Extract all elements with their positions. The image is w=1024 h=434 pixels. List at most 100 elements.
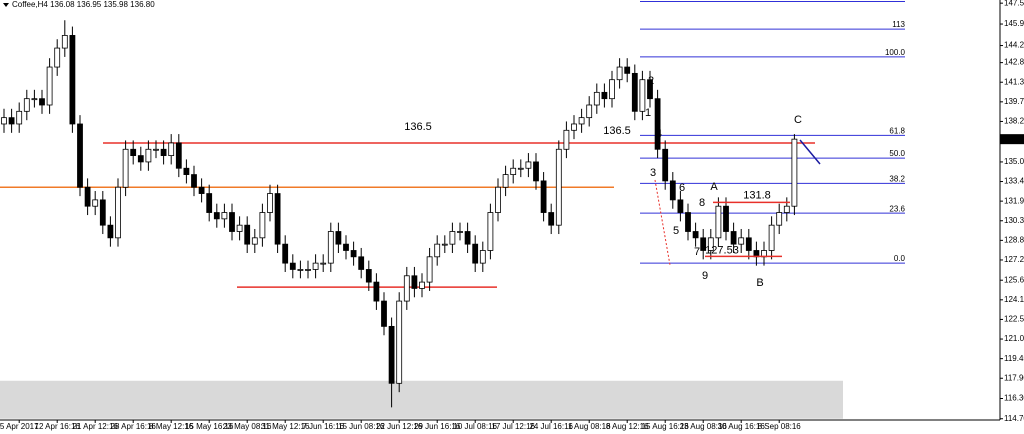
candle-body	[297, 269, 304, 271]
candle-body	[1, 117, 7, 125]
chart-title: Coffee,H4 136.08 136.95 135.98 136.80	[12, 0, 155, 9]
candle-body	[229, 212, 235, 232]
candle-body	[282, 243, 289, 264]
candle-body	[259, 212, 266, 239]
candle-body	[343, 243, 349, 251]
candle-body	[472, 243, 479, 264]
candle-body	[502, 174, 509, 188]
candle-body	[662, 148, 669, 182]
x-tick-label: 21 Apr 12:16	[73, 422, 119, 431]
x-tick-label: 30 Aug 16:16	[718, 422, 766, 431]
y-tick-label: 142.85	[1004, 58, 1024, 67]
candle-body	[168, 142, 175, 157]
candle-body	[312, 262, 319, 270]
candle-body	[213, 212, 220, 220]
candle-body	[84, 186, 91, 207]
y-tick-label: 122.55	[1004, 315, 1024, 324]
candle-body	[373, 281, 380, 302]
candle-body	[411, 275, 418, 289]
fib-label: 23.6	[889, 204, 905, 213]
candle-body	[267, 193, 273, 213]
candle-body	[669, 180, 676, 201]
fib-label: 50.0	[889, 149, 905, 158]
candle-body	[426, 256, 433, 283]
candle-body	[517, 167, 524, 170]
candle-body	[289, 262, 296, 270]
candle-body	[609, 79, 615, 100]
candle-body	[350, 250, 357, 258]
menu-icon	[3, 3, 9, 7]
y-tick-label: 139.75	[1004, 97, 1024, 106]
candle-body	[647, 79, 653, 100]
y-tick-label: 130.35	[1004, 216, 1024, 225]
candle-body	[639, 79, 646, 112]
candle-body	[685, 212, 691, 232]
fib-label: 113	[892, 20, 905, 29]
candle-body	[563, 129, 570, 150]
y-tick-label: 147.55	[1004, 0, 1024, 7]
wave-label: 8	[699, 197, 705, 209]
y-tick-label: 144.20	[1004, 41, 1024, 50]
x-tick-label: 8 Sep 08:16	[758, 422, 802, 431]
candle-body	[631, 72, 638, 112]
candle-body	[776, 212, 783, 226]
wave-label: 6	[679, 182, 685, 194]
x-tick-label: 12 Apr 16:16	[35, 422, 81, 431]
candle-body	[548, 212, 555, 226]
x-tick-label: 15 May 16:16	[185, 422, 234, 431]
candle-body	[525, 161, 532, 169]
pattern-label: 131.8	[743, 189, 771, 201]
candle-body	[23, 98, 30, 112]
candle-body	[160, 148, 167, 157]
x-tick-label: 23 May 08:16	[223, 422, 272, 431]
candle-body	[175, 142, 182, 169]
candle-body	[92, 199, 99, 207]
x-tick-label: 24 Jul 16:16	[529, 422, 573, 431]
fib-label: 100.0	[885, 48, 906, 57]
candle-body	[365, 269, 372, 283]
candle-body	[692, 231, 699, 239]
candle-body	[677, 199, 684, 213]
candle-body	[396, 300, 403, 384]
y-tick-label: 138.20	[1004, 117, 1024, 126]
candle-body	[768, 224, 775, 251]
candle-body	[8, 117, 15, 125]
x-tick-label: 29 Jun 16:16	[414, 422, 461, 431]
candle-body	[335, 231, 342, 245]
wave-label: 9	[702, 270, 708, 282]
candle-body	[388, 325, 395, 384]
y-tick-label: 121.00	[1004, 334, 1024, 343]
abc-label: A	[710, 181, 718, 193]
zone	[0, 380, 843, 419]
candle-body	[327, 231, 334, 264]
wave-label: 1	[645, 107, 651, 119]
candle-body	[198, 186, 205, 194]
y-tick-label: 117.90	[1004, 373, 1024, 382]
x-tick-label: 22 Jun 12:16	[376, 422, 423, 431]
x-tick-label: 23 Aug 08:16	[680, 422, 728, 431]
candle-body	[77, 123, 83, 188]
wave-label: 3	[650, 167, 656, 179]
x-tick-label: 28 Apr 16:16	[111, 422, 157, 431]
candle-body	[715, 205, 722, 239]
candle-body	[707, 237, 714, 251]
y-tick-label: 128.80	[1004, 235, 1024, 244]
candle-body	[555, 148, 562, 226]
x-tick-label: 17 Jul 12:16	[491, 422, 535, 431]
x-tick-label: 10 Jul 08:16	[453, 422, 497, 431]
fib-label: 61.8	[889, 126, 905, 135]
candle-body	[130, 148, 137, 157]
candle-body	[419, 281, 425, 289]
candle-body	[479, 250, 486, 264]
current-price-label: 136.80	[1002, 134, 1024, 143]
candle-body	[745, 237, 752, 251]
candle-body	[578, 117, 585, 125]
x-tick-label: 31 May 12:16	[261, 422, 310, 431]
candle-body	[730, 231, 737, 245]
candle-body	[137, 155, 144, 163]
candle-body	[723, 205, 729, 232]
candle-body	[191, 174, 197, 188]
wave-label: 5	[673, 225, 679, 237]
y-tick-label: 145.90	[1004, 19, 1024, 28]
candle-body	[183, 167, 190, 175]
